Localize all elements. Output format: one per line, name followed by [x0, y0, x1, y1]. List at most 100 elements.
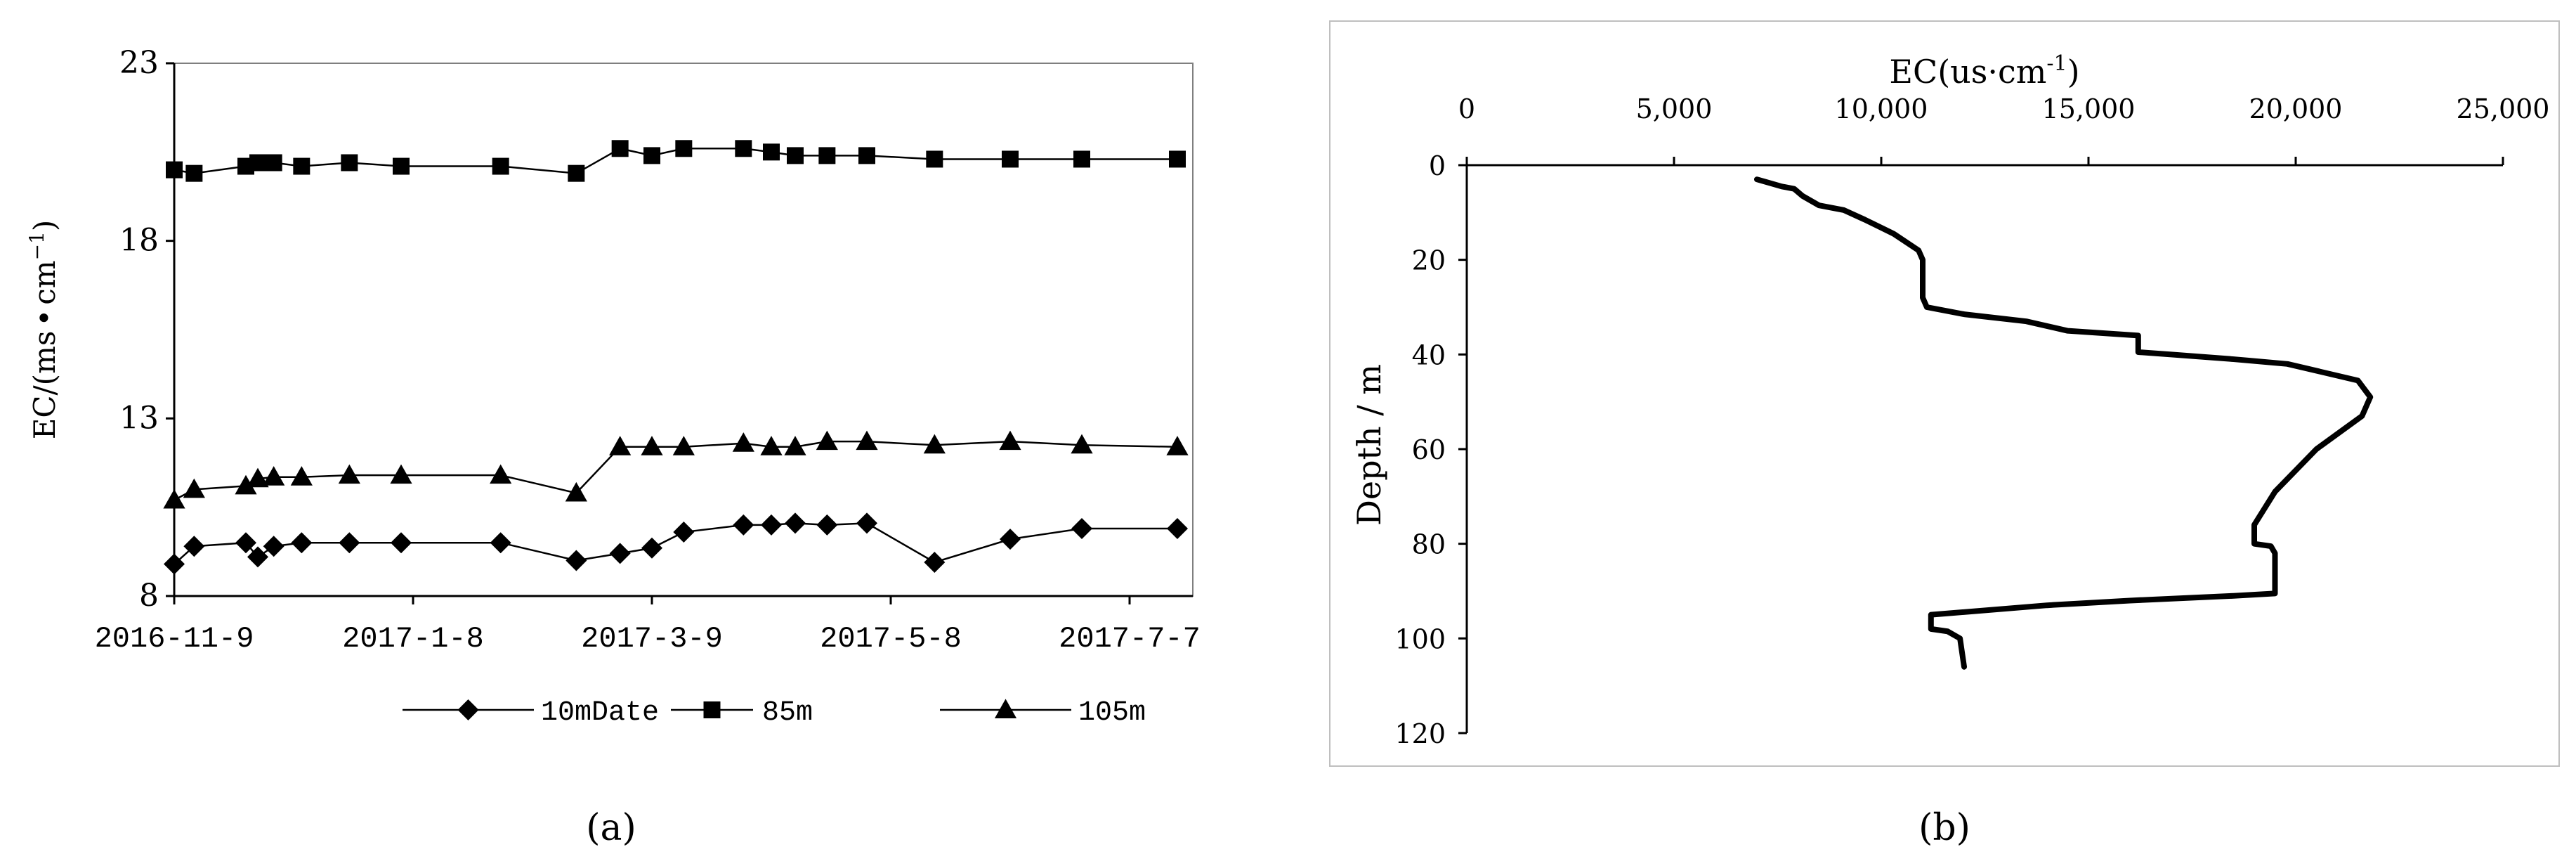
panel-a-series-line	[174, 440, 1178, 501]
panel-a-data-point	[1071, 434, 1093, 454]
panel-a-data-point	[290, 466, 313, 486]
panel-a-x-tick-label: 2017-5-8	[820, 622, 962, 656]
panel-a-x-tick-label: 2017-3-9	[581, 622, 723, 656]
panel-a-data-point	[185, 164, 203, 182]
panel-a-data-point	[249, 154, 266, 171]
panel-a-data-point	[763, 143, 780, 161]
panel-b-x-tick-label: 10,000	[1835, 93, 1928, 124]
panel-a-data-point	[338, 464, 360, 484]
panel-a-data-point	[787, 147, 804, 164]
panel-a-data-point	[247, 546, 268, 568]
panel-b-ec-depth-profile: 0 5,000 10,000 15,000 20,000 25,000 0 20 40 60 80…	[1329, 20, 2560, 849]
panel-a-legend-marker	[994, 699, 1017, 718]
panel-a-data-point	[291, 532, 313, 554]
panel-b-x-axis-title: EC(us·cm-1)	[1889, 51, 2079, 91]
panel-a-data-point	[1000, 529, 1021, 550]
panel-b-title-main: EC(us·cm	[1889, 53, 2046, 91]
panel-a-ylabel-dot: •	[27, 309, 62, 327]
panel-a-data-point	[923, 434, 946, 454]
panel-a-data-point	[785, 512, 806, 534]
panel-a-data-point	[391, 532, 412, 554]
panel-b-ec-profile-line	[1754, 176, 2374, 670]
panel-b-x-tick-label: 20,000	[2249, 93, 2343, 124]
panel-a-data-point	[393, 157, 410, 175]
panel-a-x-ticks: 2016-11-9 2017-1-8 2017-3-9 2017-5-8 2017-7-…	[95, 596, 1201, 656]
panel-a-ylabel-main: EC/(ms	[27, 331, 62, 440]
panel-a-data-point	[341, 154, 358, 171]
panel-b-series	[1754, 176, 2374, 670]
panel-a-legend: 10mDate 85m 105m	[403, 697, 1146, 729]
panel-a-data-point	[263, 536, 285, 557]
panel-a-data-point	[1169, 150, 1186, 168]
panel-b-y-tick-label: 60	[1412, 434, 1446, 465]
panel-a-ec-time-series: 8 13 18 23 2016-11-9 2017-1-8 2017-3-9 2017-5-…	[25, 45, 1201, 849]
panel-a-ylabel-sup: −1	[25, 231, 48, 260]
panel-a-legend-item: 105m	[940, 697, 1146, 729]
panel-b-y-axis-label: Depth / m	[1350, 364, 1388, 526]
panel-a-y-axis-label: EC/(ms • cm−1)	[25, 220, 62, 440]
panel-a-legend-item: 85m	[671, 697, 813, 729]
panel-b-x-tick-label: 0	[1458, 93, 1475, 124]
panel-b-y-tick-label: 40	[1412, 339, 1446, 370]
panel-a-data-point	[1071, 517, 1092, 539]
panel-a-data-point	[183, 536, 205, 557]
panel-b-title-sup: -1	[2046, 51, 2067, 76]
panel-a-data-point	[856, 512, 877, 534]
panel-a-data-point	[390, 464, 412, 484]
panel-a-data-point	[735, 140, 752, 157]
panel-a-y-tick-label: 8	[139, 578, 159, 614]
panel-a-data-point	[1166, 436, 1189, 455]
panel-a-data-point	[235, 532, 256, 554]
panel-a-data-point	[784, 436, 806, 455]
panel-a-legend-label: 10mDate	[541, 697, 659, 729]
panel-b-y-tick-label: 80	[1412, 529, 1446, 560]
panel-a-data-point	[490, 464, 512, 484]
panel-b-x-tick-label: 5,000	[1636, 93, 1713, 124]
panel-a-y-tick-label: 23	[119, 45, 159, 81]
panel-a-y-tick-label: 18	[119, 223, 159, 259]
panel-a-data-point	[641, 537, 662, 559]
panel-a-legend-label: 105m	[1078, 697, 1146, 729]
panel-a-legend-marker	[703, 701, 721, 718]
panel-a-label: (a)	[586, 807, 636, 849]
panel-a-data-point	[263, 466, 285, 486]
panel-a-y-tick-label: 13	[119, 400, 159, 436]
panel-a-series-10mDate	[164, 512, 1188, 575]
panel-b-x-tick-label: 25,000	[2457, 93, 2550, 124]
panel-a-x-tick-label: 2017-7-7	[1059, 622, 1201, 656]
panel-b-y-tick-label: 120	[1394, 718, 1446, 749]
panel-b-x-tick-label: 15,000	[2042, 93, 2136, 124]
panel-a-legend-label: 85m	[762, 697, 813, 729]
panel-a-data-point	[609, 436, 632, 455]
panel-b-y-tick-label: 100	[1394, 623, 1446, 654]
panel-a-data-point	[641, 436, 663, 455]
panel-a-data-point	[565, 550, 587, 571]
panel-b-outer-frame	[1329, 20, 2560, 767]
panel-a-data-point	[611, 140, 629, 157]
panel-a-x-tick-label: 2016-11-9	[95, 622, 254, 656]
panel-a-data-point	[293, 157, 310, 175]
panel-a-data-point	[166, 161, 183, 179]
panel-a-data-point	[183, 478, 205, 498]
panel-a-data-point	[1002, 150, 1019, 168]
panel-a-series-line	[174, 522, 1177, 565]
panel-a-data-point	[816, 430, 838, 451]
panel-a-y-ticks: 8 13 18 23	[119, 45, 174, 614]
panel-a-data-point	[999, 430, 1021, 451]
panel-a-data-point	[1167, 517, 1188, 539]
panel-a-data-point	[675, 140, 693, 157]
panel-a-data-point	[732, 432, 754, 452]
panel-b-y-ticks: 0 20 40 60 80 100 120	[1394, 150, 1467, 749]
panel-a-data-point	[565, 481, 587, 502]
panel-a-data-point	[816, 514, 838, 536]
panel-a-data-point	[856, 430, 878, 451]
panel-a-ylabel-unit: cm	[27, 260, 62, 304]
panel-a-data-point	[490, 532, 511, 554]
panel-a-series	[163, 140, 1189, 575]
panel-a-legend-item: 10mDate	[403, 697, 659, 729]
panel-a-data-point	[339, 532, 360, 554]
panel-a-data-point	[924, 551, 946, 573]
panel-a-data-point	[733, 514, 754, 536]
panel-b-label: (b)	[1918, 807, 1970, 849]
panel-a-data-point	[1073, 150, 1090, 168]
